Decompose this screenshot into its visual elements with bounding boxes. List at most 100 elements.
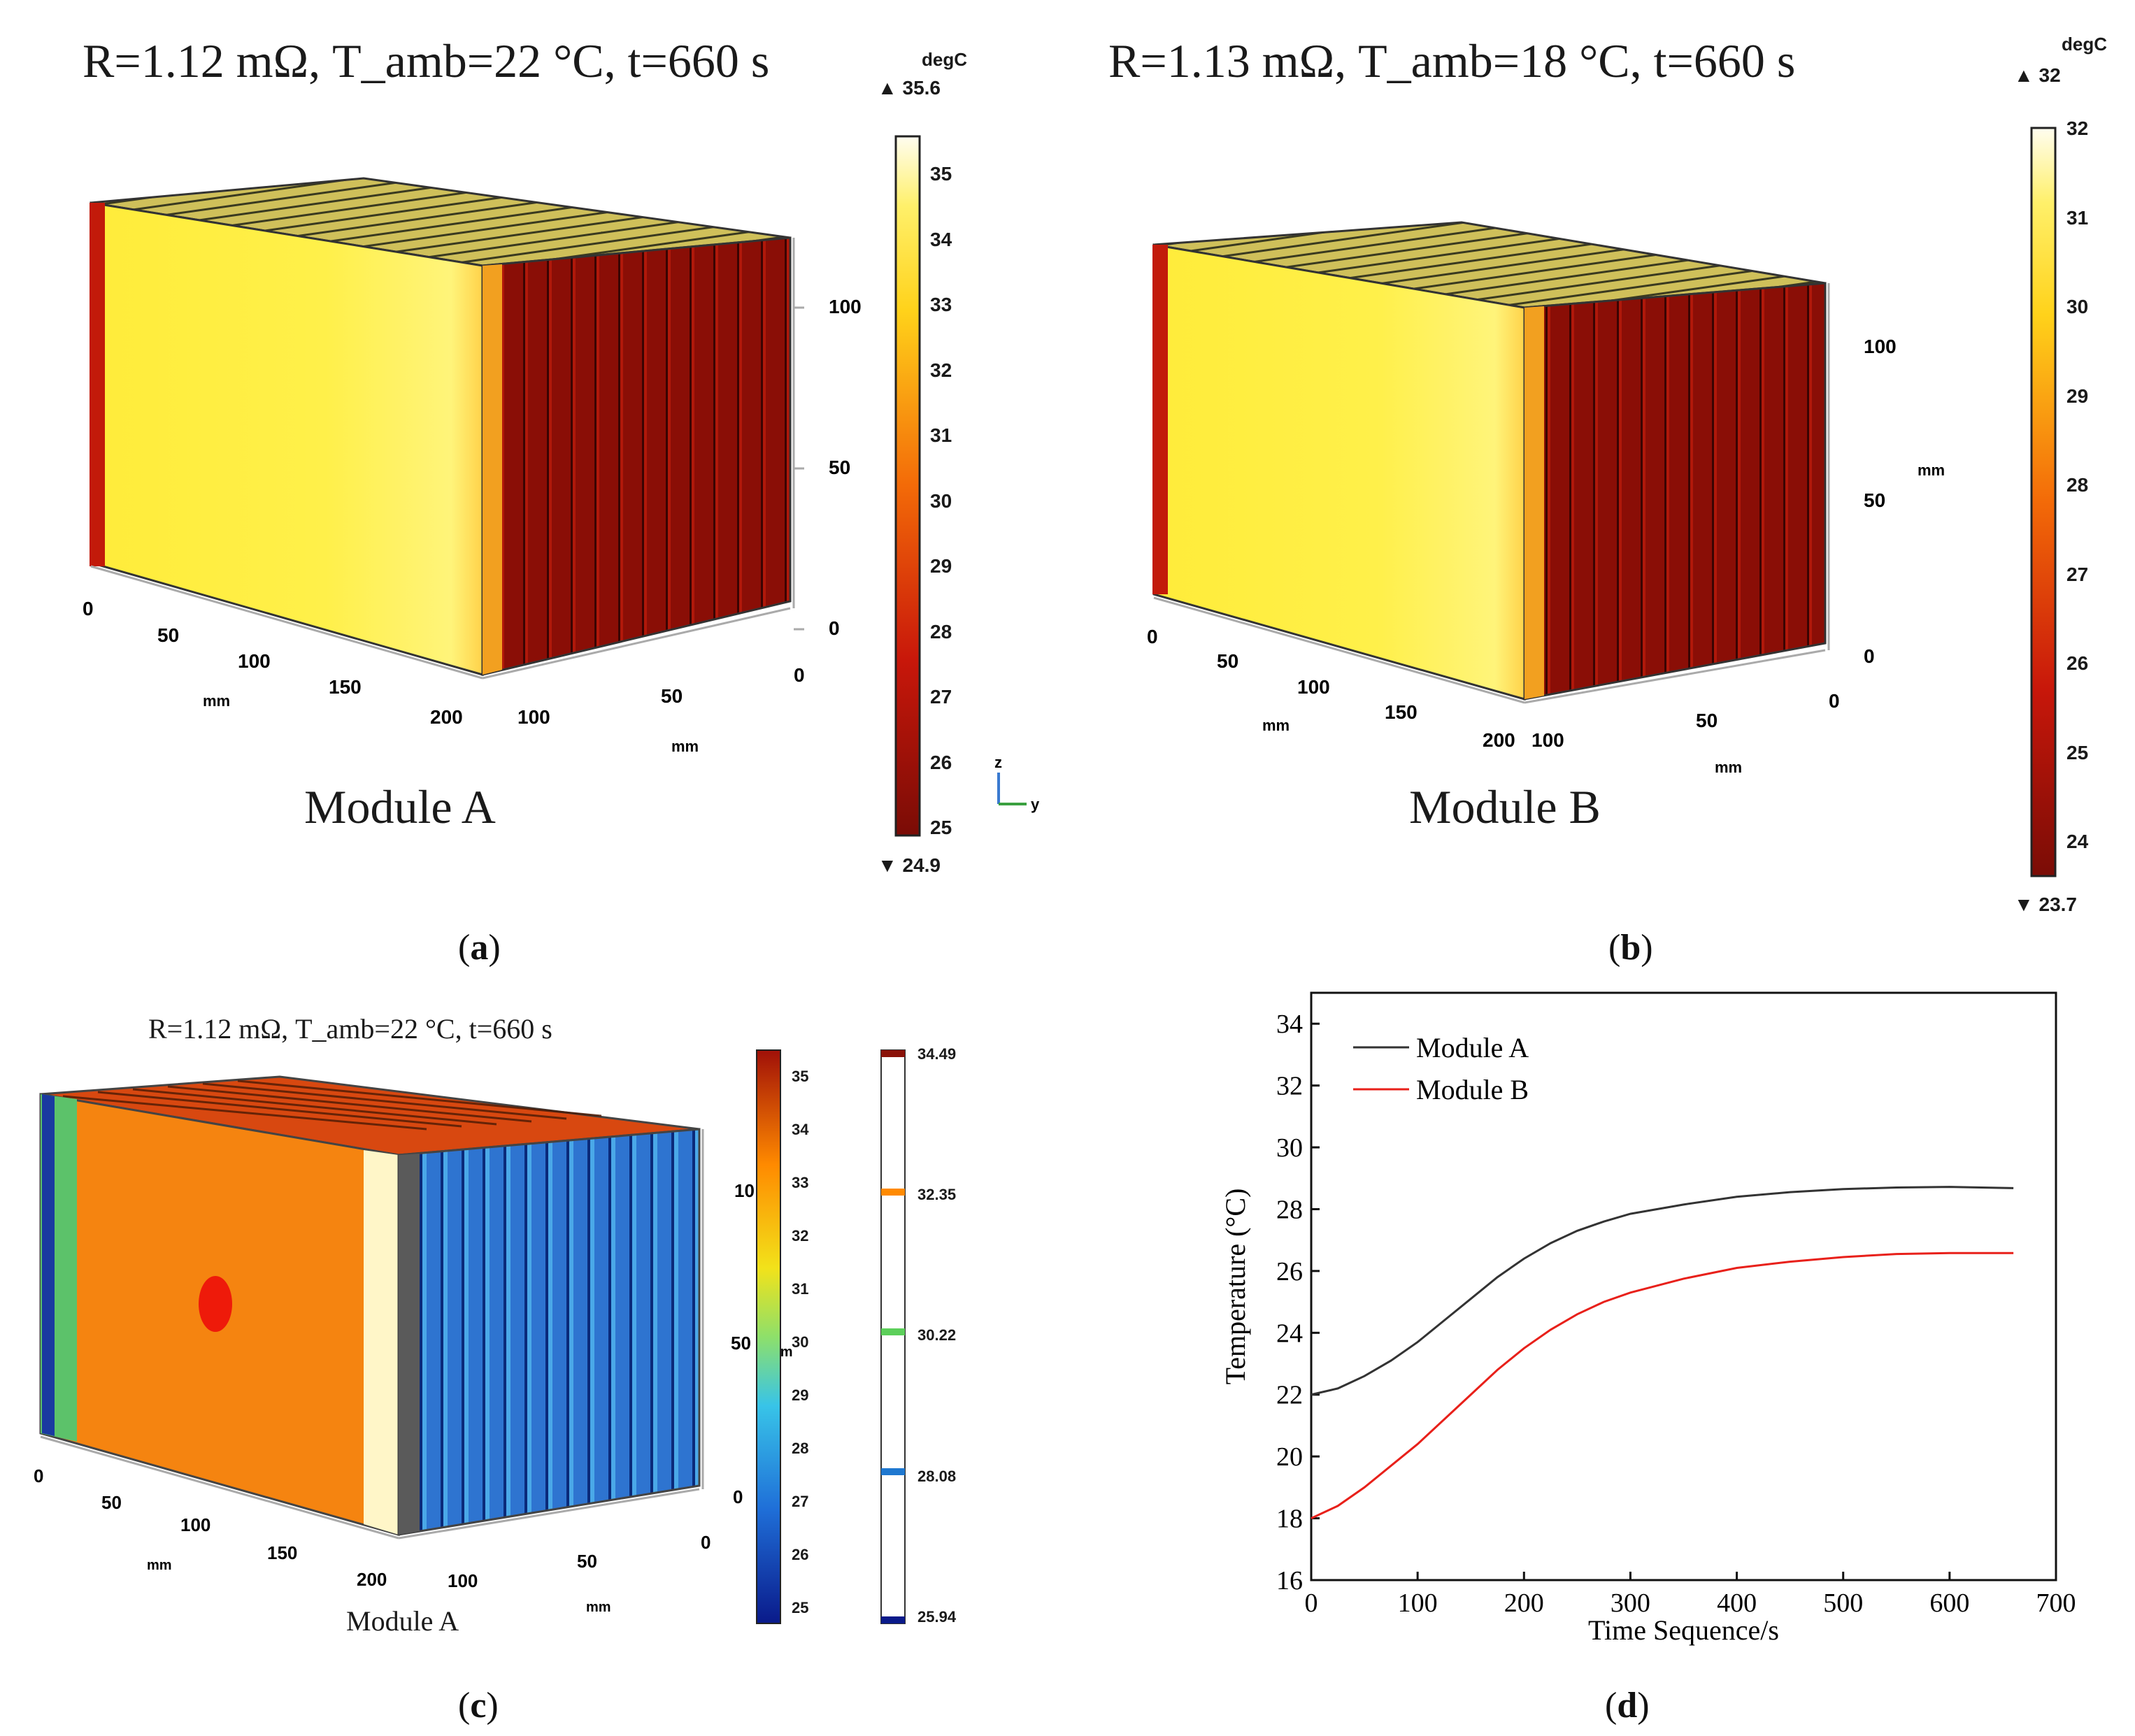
c-x-tick-4: 200 (357, 1569, 387, 1590)
b-x-tick-4: 200 (1483, 729, 1515, 751)
b-x-tick-0: 0 (1147, 626, 1158, 647)
a-colorbar-tick-4: 31 (930, 424, 952, 447)
panel-b-module-render: 0 50 100 150 200 mm 100 50 0 mm 100 50 0… (1147, 221, 1945, 776)
a-colorbar-tick-8: 27 (930, 686, 952, 708)
panel-a-min-marker: ▼ 24.9 (878, 854, 941, 876)
c-level-tick-4: 25.94 (917, 1607, 957, 1626)
y-tick-label-6: 28 (1276, 1195, 1303, 1224)
module-a-front-face (90, 201, 484, 676)
x-tick-label-2: 200 (1504, 1588, 1544, 1618)
c-level-tick-3: 28.08 (917, 1467, 957, 1485)
panel-b-max-marker: ▲ 32 (2014, 64, 2061, 86)
a-y-tick-0: 100 (517, 706, 550, 728)
a-z-tick-2: 0 (829, 617, 840, 639)
a-colorbar-tick-7: 28 (930, 620, 952, 643)
c-x-tick-3: 150 (267, 1542, 297, 1563)
hot-spot (199, 1276, 232, 1332)
a-colorbar-tick-3: 32 (930, 359, 952, 381)
c-colorbar-tick-8: 27 (792, 1492, 809, 1510)
y-axis-label: Temperature (°C) (1220, 1189, 1251, 1385)
c-colorbar-tick-1: 34 (792, 1120, 809, 1138)
a-x-tick-4: 200 (430, 706, 463, 728)
a-colorbar-tick-10: 25 (930, 817, 952, 839)
a-z-tick-0: 100 (829, 296, 862, 317)
b-z-tick-2: 0 (1864, 645, 1875, 667)
y-tick-label-8: 32 (1276, 1072, 1303, 1101)
panel-b-module-label: Module B (1409, 780, 1601, 833)
b-colorbar-tick-1: 31 (2066, 206, 2089, 229)
triad-z-label: z (994, 754, 1002, 771)
b-colorbar-tick-8: 24 (2066, 831, 2089, 853)
panel-c-module-render: 0 50 100 150 200 mm 100 50 0 mm 10 50 0 … (34, 1075, 793, 1615)
b-colorbar-tick-3: 29 (2066, 385, 2089, 407)
y-tick-label-9: 34 (1276, 1010, 1303, 1039)
y-tick-label-0: 16 (1276, 1566, 1303, 1595)
c-colorbar-tick-4: 31 (792, 1279, 809, 1298)
b-x-tick-3: 150 (1385, 701, 1418, 723)
temperature-chart: 0 100 200 300 400 500 600 700 16 18 20 22 24 26 28 30 32… (1220, 991, 2076, 1646)
b-colorbar-tick-5: 27 (2066, 563, 2089, 585)
c-colorbar-tick-6: 29 (792, 1386, 809, 1404)
c-y-tick-2: 0 (701, 1532, 711, 1553)
y-tick-label-4: 24 (1276, 1319, 1303, 1348)
a-colorbar-tick-1: 34 (930, 228, 952, 250)
panel-b: R=1.13 mΩ, T_amb=18 °C, t=660 s 0 50 100… (1070, 0, 2135, 979)
c-colorbar-tick-0: 35 (792, 1067, 809, 1085)
c-colorbar-tick-3: 32 (792, 1226, 809, 1244)
a-x-tick-1: 50 (157, 624, 179, 646)
panel-a-unit: degC (922, 49, 967, 70)
panel-b-title: R=1.13 mΩ, T_amb=18 °C, t=660 s (1108, 34, 1796, 87)
b-colorbar-tick-0: 32 (2066, 117, 2089, 140)
x-tick-label-1: 100 (1398, 1588, 1438, 1618)
panel-b-colorbar (2030, 127, 2057, 877)
a-x-tick-2: 100 (238, 650, 271, 672)
module-b-fin-face (1523, 282, 1827, 701)
b-z-unit: mm (1918, 461, 1945, 479)
module-a-end-plate (90, 203, 105, 566)
panel-a: R=1.12 mΩ, T_amb=22 °C, t=660 s 0 50 100… (0, 0, 1049, 979)
c-z-tick-0: 10 (734, 1180, 755, 1201)
legend-label-0: Module A (1416, 1032, 1529, 1063)
x-tick-label-3: 300 (1611, 1588, 1650, 1618)
panel-a-module-render: 0 50 100 150 200 mm 100 50 0 mm 100 50 0… (83, 177, 1040, 813)
a-y-tick-2: 0 (794, 664, 805, 686)
panel-d-label: (d) (1605, 1686, 1650, 1726)
a-colorbar-tick-6: 29 (930, 555, 952, 578)
legend-label-1: Module B (1416, 1074, 1529, 1105)
panel-a-colorbar (894, 135, 921, 837)
panel-d: 0 100 200 300 400 500 600 700 16 18 20 22 24 26 28 30 32… (1049, 979, 2135, 1736)
a-x-tick-0: 0 (83, 598, 94, 619)
plot-frame (1310, 991, 2057, 1581)
b-z-tick-0: 100 (1864, 336, 1897, 357)
panel-c-label: (c) (458, 1686, 499, 1726)
b-y-tick-0: 100 (1531, 729, 1564, 751)
panel-b-min-marker: ▼ 23.7 (2014, 894, 2077, 915)
y-tick-label-2: 20 (1276, 1442, 1303, 1472)
c-x-tick-1: 50 (101, 1492, 122, 1513)
b-x-tick-1: 50 (1217, 650, 1238, 672)
c-z-tick-1: 50 (731, 1333, 751, 1354)
a-x-tick-3: 150 (329, 676, 362, 698)
b-colorbar-tick-7: 25 (2066, 741, 2089, 763)
panel-c: R=1.12 mΩ, T_amb=22 °C, t=660 s 0 50 100… (0, 979, 1049, 1736)
c-x-tick-0: 0 (34, 1465, 43, 1486)
x-tick-label-4: 400 (1717, 1588, 1757, 1618)
a-y-tick-1: 50 (661, 685, 683, 707)
x-tick-label-5: 500 (1823, 1588, 1863, 1618)
panel-a-max-marker: ▲ 35.6 (878, 77, 941, 99)
b-colorbar-tick-4: 28 (2066, 474, 2089, 496)
c-y-tick-0: 100 (448, 1570, 478, 1591)
axis-triad: z y (994, 754, 1040, 813)
b-colorbar-tick-2: 30 (2066, 296, 2089, 318)
a-colorbar-tick-0: 35 (930, 163, 952, 185)
x-tick-label-0: 0 (1305, 1588, 1318, 1618)
series-line-module-a (1311, 1186, 2014, 1396)
b-y-tick-1: 50 (1696, 710, 1718, 731)
panel-c-colorbar (756, 1049, 781, 1624)
c-level-tick-1: 32.35 (917, 1186, 957, 1204)
c-level-tick-2: 30.22 (917, 1326, 957, 1344)
panel-a-label: (a) (458, 928, 501, 968)
b-z-tick-1: 50 (1864, 489, 1885, 511)
c-x-unit: mm (147, 1558, 172, 1573)
series-line-module-b (1311, 1251, 2014, 1519)
